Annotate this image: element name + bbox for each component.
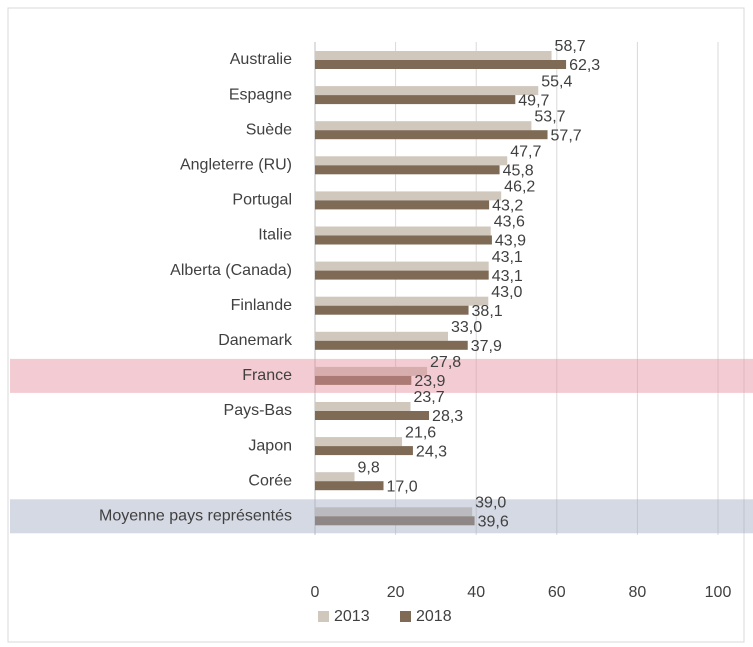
value-label: 43,1 bbox=[492, 268, 523, 285]
value-label: 37,9 bbox=[471, 338, 502, 355]
value-label: 39,0 bbox=[475, 495, 506, 512]
bar bbox=[315, 121, 532, 131]
value-label: 46,2 bbox=[504, 179, 535, 196]
bar bbox=[315, 446, 413, 456]
bar bbox=[315, 305, 469, 315]
bar bbox=[315, 437, 403, 447]
value-label: 33,0 bbox=[451, 319, 482, 336]
bar bbox=[315, 472, 355, 482]
value-label: 27,8 bbox=[430, 354, 461, 371]
bar bbox=[315, 481, 384, 491]
bar bbox=[315, 51, 552, 60]
y-tick-label: Alberta (Canada) bbox=[170, 262, 292, 279]
value-label: 43,9 bbox=[495, 233, 526, 250]
bar bbox=[315, 340, 468, 350]
y-tick-label: Italie bbox=[258, 227, 292, 244]
bar bbox=[315, 375, 412, 385]
bar bbox=[315, 95, 516, 105]
value-label: 38,1 bbox=[472, 303, 503, 320]
value-label: 28,3 bbox=[432, 408, 463, 425]
y-tick-label: Japon bbox=[248, 437, 292, 454]
bar bbox=[315, 156, 508, 166]
y-tick-label: Suède bbox=[246, 121, 292, 138]
value-label: 53,7 bbox=[534, 108, 565, 125]
highlight-band bbox=[10, 358, 753, 393]
value-label: 47,7 bbox=[510, 144, 541, 161]
value-label: 23,9 bbox=[414, 373, 445, 390]
bar bbox=[315, 261, 489, 271]
y-tick-label: Moyenne pays représentés bbox=[99, 508, 292, 525]
value-label: 24,3 bbox=[416, 443, 447, 460]
bar bbox=[315, 235, 492, 245]
x-tick-label: 80 bbox=[629, 584, 647, 601]
value-label: 39,6 bbox=[478, 514, 509, 531]
value-label: 43,2 bbox=[492, 198, 523, 215]
bar bbox=[315, 130, 548, 140]
value-label: 45,8 bbox=[503, 163, 534, 180]
bar bbox=[315, 226, 491, 236]
y-tick-label: Espagne bbox=[229, 86, 292, 103]
value-label: 49,7 bbox=[518, 92, 549, 109]
x-tick-label: 20 bbox=[387, 584, 405, 601]
bar bbox=[315, 331, 448, 341]
bar bbox=[315, 270, 489, 280]
x-tick-label: 100 bbox=[705, 584, 732, 601]
y-tick-label: Portugal bbox=[232, 192, 292, 209]
y-tick-label: Australie bbox=[230, 51, 292, 68]
bar bbox=[315, 411, 430, 420]
legend-label: 2018 bbox=[416, 608, 452, 625]
chart-frame bbox=[7, 7, 745, 643]
bar bbox=[315, 165, 500, 175]
value-label: 9,8 bbox=[357, 459, 379, 476]
value-label: 17,0 bbox=[387, 478, 418, 495]
legend-swatch bbox=[318, 611, 329, 622]
legend-label: 2013 bbox=[334, 608, 370, 625]
bar bbox=[315, 296, 489, 306]
value-label: 43,0 bbox=[491, 284, 522, 301]
y-tick-label: Danemark bbox=[218, 332, 293, 349]
x-tick-label: 0 bbox=[311, 584, 320, 601]
value-label: 57,7 bbox=[551, 127, 582, 144]
value-label: 23,7 bbox=[414, 389, 445, 406]
y-tick-label: France bbox=[242, 367, 292, 384]
bar bbox=[315, 191, 502, 201]
y-tick-label: Angleterre (RU) bbox=[180, 157, 292, 174]
bar bbox=[315, 366, 428, 376]
bar bbox=[315, 60, 567, 69]
y-tick-label: Pays-Bas bbox=[224, 402, 292, 419]
x-tick-label: 60 bbox=[548, 584, 566, 601]
bar bbox=[315, 516, 475, 526]
value-label: 58,7 bbox=[555, 38, 586, 55]
bar bbox=[315, 507, 473, 517]
value-label: 55,4 bbox=[541, 73, 572, 90]
y-tick-label: Corée bbox=[248, 472, 292, 489]
value-label: 62,3 bbox=[569, 57, 600, 74]
value-label: 43,6 bbox=[494, 214, 525, 231]
bar bbox=[315, 200, 490, 210]
value-label: 21,6 bbox=[405, 424, 436, 441]
legend-swatch bbox=[400, 611, 411, 622]
x-tick-label: 40 bbox=[467, 584, 485, 601]
y-tick-label: Finlande bbox=[231, 297, 292, 314]
value-label: 43,1 bbox=[492, 249, 523, 266]
bar bbox=[315, 86, 539, 96]
bar bbox=[315, 402, 411, 411]
highlight-band bbox=[10, 499, 753, 534]
